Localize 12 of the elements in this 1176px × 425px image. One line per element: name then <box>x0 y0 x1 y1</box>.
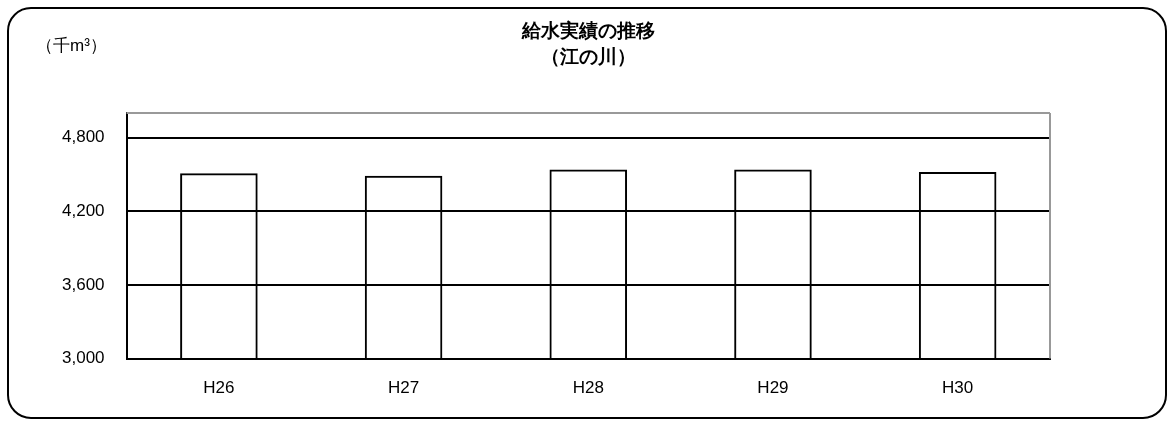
x-tick-label: H26 <box>203 378 235 398</box>
x-tick-label: H27 <box>387 378 420 398</box>
y-axis-title: （千m³） <box>36 35 107 55</box>
y-tick-label: 4,200 <box>61 200 105 220</box>
x-tick-label: H29 <box>757 378 789 398</box>
x-tick-label: H30 <box>942 378 974 398</box>
y-tick-label: 3,000 <box>61 348 105 368</box>
x-tick-label: H28 <box>572 378 604 398</box>
y-tick-label: 3,600 <box>61 274 105 294</box>
chart-subtitle: （江の川） <box>540 46 636 68</box>
chart-title: 給水実績の推移 <box>520 20 655 42</box>
y-tick-label: 4,800 <box>61 127 105 147</box>
